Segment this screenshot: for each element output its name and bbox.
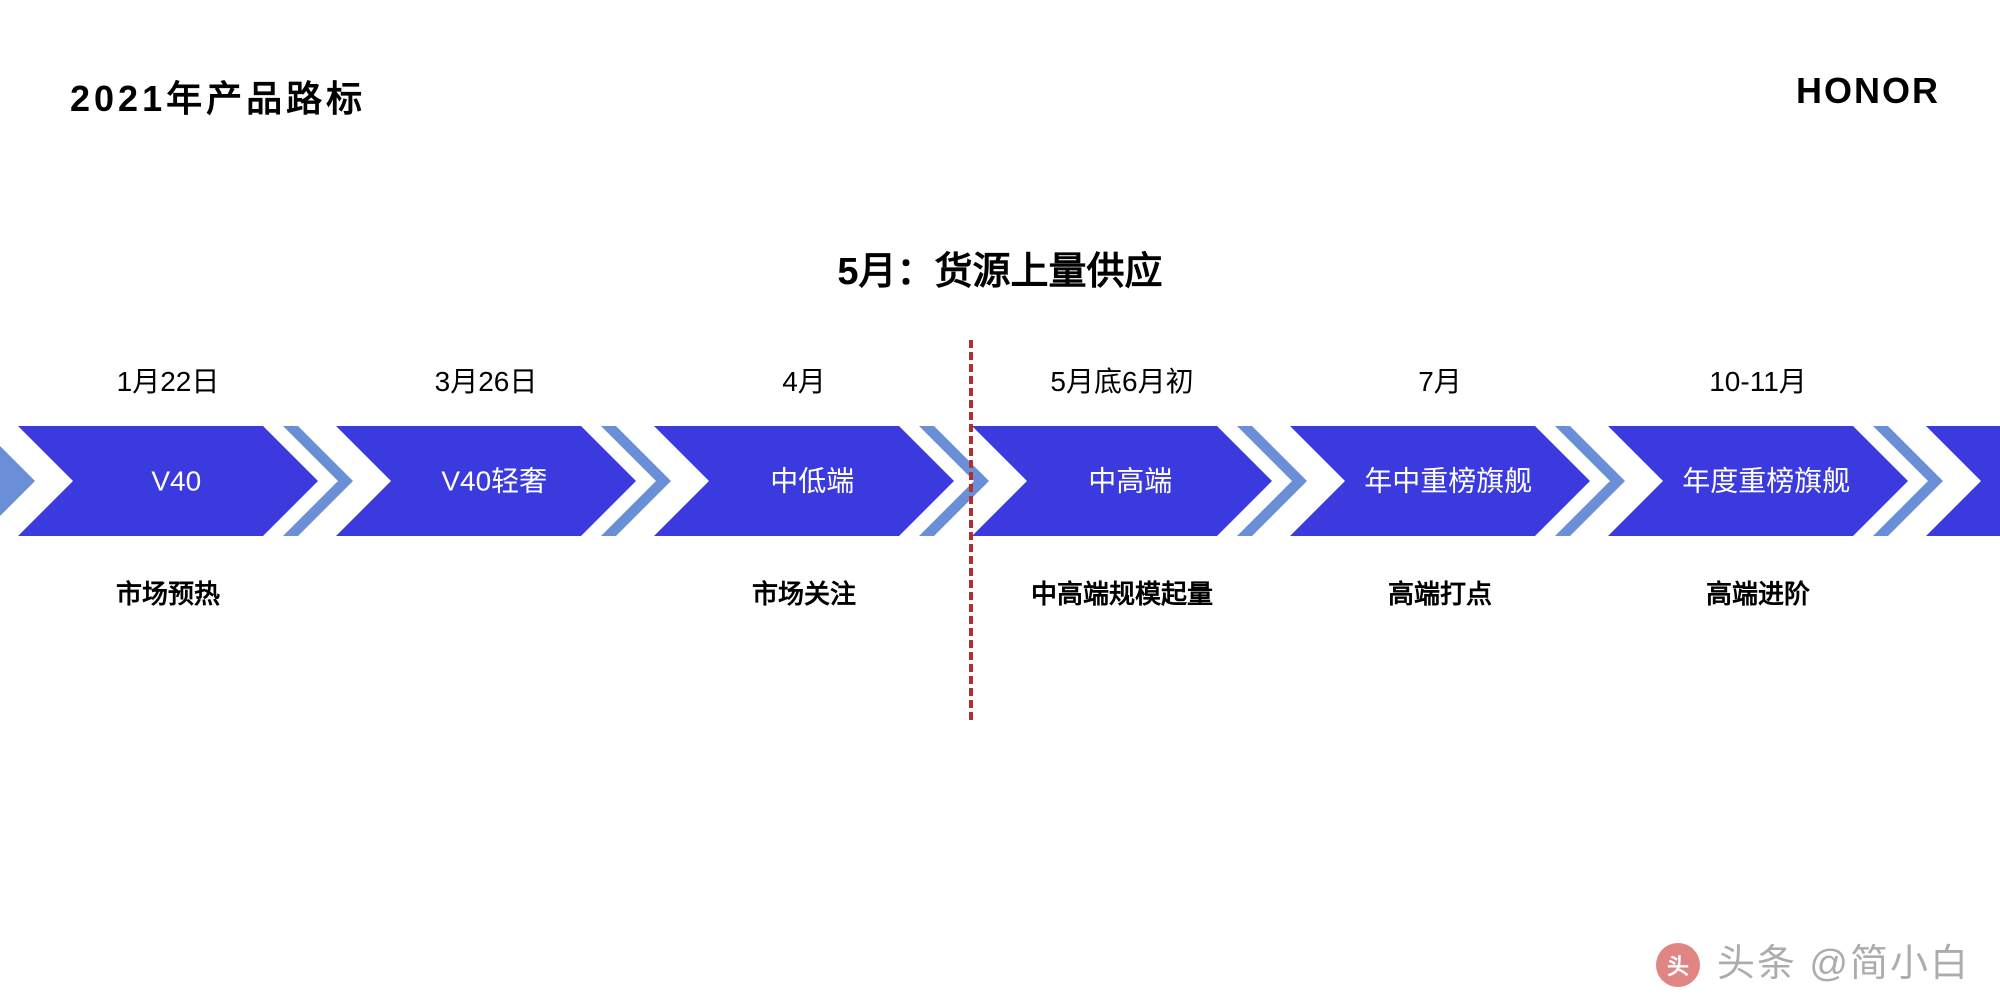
- date-label: 3月26日: [435, 360, 538, 400]
- arrow-track: V40 V40轻奢 中低端 中高端 年中重榜旗舰 年度重榜旗舰: [0, 426, 2000, 536]
- subtitle: 5月：货源上量供应: [0, 240, 2000, 295]
- roadmap-segment: 年度重榜旗舰: [1608, 426, 1908, 536]
- date-label: 1月22日: [117, 360, 220, 400]
- roadmap-segment: V40: [18, 426, 318, 536]
- svg-text:年中重榜旗舰: 年中重榜旗舰: [1364, 466, 1532, 497]
- date-label: 7月: [1418, 360, 1462, 400]
- svg-text:V40轻奢: V40轻奢: [441, 466, 547, 497]
- dates-row: 1月22日 3月26日 4月 5月底6月初 7月 10-11月: [0, 360, 2000, 400]
- brand-logo: HONOR: [1796, 70, 1940, 112]
- tail-chevron-icon: [1926, 426, 2000, 536]
- caption-label: 市场关注: [752, 574, 856, 611]
- svg-text:中高端: 中高端: [1088, 466, 1172, 497]
- page-title: 2021年产品路标: [70, 70, 366, 122]
- roadmap-segment: 年中重榜旗舰: [1290, 426, 1590, 536]
- roadmap-timeline: 1月22日3月26日4月5月底6月初7月10-11月 V40V40轻奢中低端中高…: [0, 360, 2000, 614]
- caption-label: 中高端规模起量: [1031, 574, 1213, 611]
- svg-text:V40: V40: [151, 466, 201, 497]
- caption-label: 高端打点: [1388, 574, 1492, 611]
- watermark-text: 头条 @简小白: [1717, 932, 1970, 987]
- timeline-divider: [969, 340, 973, 720]
- svg-text:中低端: 中低端: [770, 466, 854, 497]
- roadmap-segment: V40轻奢: [336, 426, 636, 536]
- roadmap-segment: 中低端: [654, 426, 954, 536]
- caption-label: 高端进阶: [1706, 574, 1810, 611]
- roadmap-segment: 中高端: [972, 426, 1272, 536]
- date-label: 4月: [782, 360, 826, 400]
- date-label: 5月底6月初: [1050, 360, 1193, 400]
- date-label: 10-11月: [1709, 360, 1807, 400]
- watermark-logo-icon: 头: [1656, 943, 1700, 987]
- captions-row: 市场预热 市场关注 中高端规模起量 高端打点 高端进阶: [0, 574, 2000, 614]
- caption-label: 市场预热: [116, 574, 220, 611]
- svg-text:年度重榜旗舰: 年度重榜旗舰: [1682, 466, 1850, 497]
